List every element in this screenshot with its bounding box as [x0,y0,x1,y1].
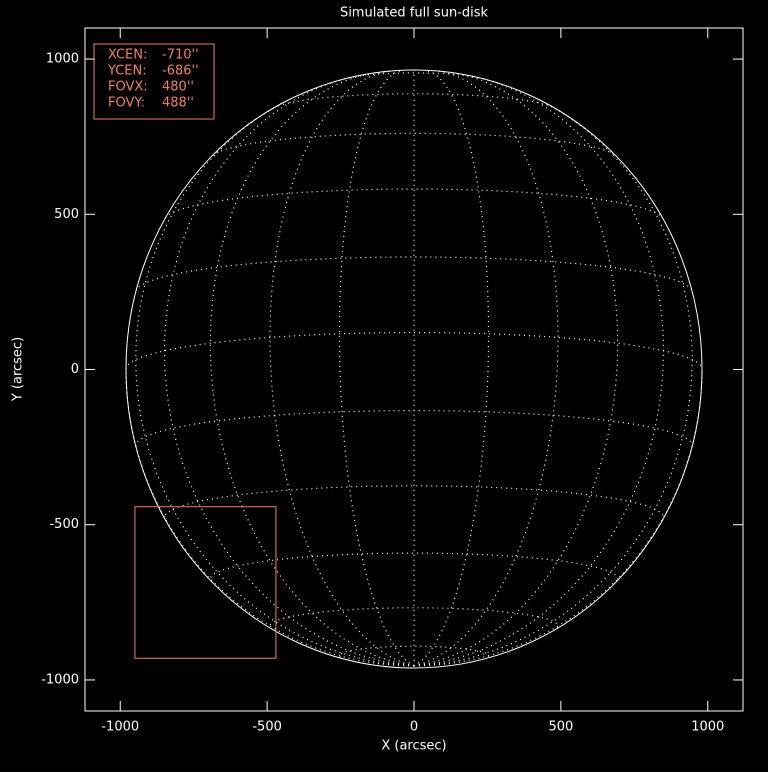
grid-line [211,132,617,157]
grid-line [135,410,693,447]
x-tick-label: 1000 [691,720,724,735]
grid-line [209,552,619,583]
x-tick-label: -500 [252,720,282,735]
info-name: FOVX: [108,80,148,95]
info-value: -710'' [162,48,199,63]
x-tick-label: -1000 [101,720,139,735]
x-tick-label: 500 [548,720,573,735]
grid-line [164,76,415,667]
solar-limb [125,69,703,669]
y-axis-label: Y (arcsec) [11,337,26,402]
x-tick-label: 0 [410,720,418,735]
grid-line [348,72,480,79]
grid-line [413,97,693,667]
info-value: 480'' [162,80,194,95]
info-box [93,43,215,120]
grid-line [413,70,559,667]
grid-line [165,188,663,219]
grid-line [413,76,664,667]
info-name: XCEN: [108,48,147,63]
info-value: -686'' [162,64,199,79]
grid-line [413,71,619,667]
info-value: 488'' [162,96,194,111]
y-tick-label: -1000 [41,672,79,687]
grid-line [413,69,490,667]
grid-line [413,369,703,667]
grid-line [125,332,703,369]
info-name: FOVY: [108,96,145,111]
y-tick-label: 1000 [46,52,79,67]
y-tick-label: 0 [71,362,79,377]
chart-title: Simulated full sun-disk [340,6,489,21]
grid-line [338,69,415,667]
y-tick-label: 500 [54,207,79,222]
grid-line [269,607,559,630]
grid-line [164,485,664,520]
grid-line [135,256,693,292]
x-axis-label: X (arcsec) [381,739,446,754]
info-name: YCEN: [107,64,147,79]
grid-line [125,369,415,667]
fov-box [134,506,277,659]
grid-line [209,71,415,667]
grid-line [269,70,415,667]
grid-line [135,97,415,667]
y-tick-label: -500 [49,517,79,532]
